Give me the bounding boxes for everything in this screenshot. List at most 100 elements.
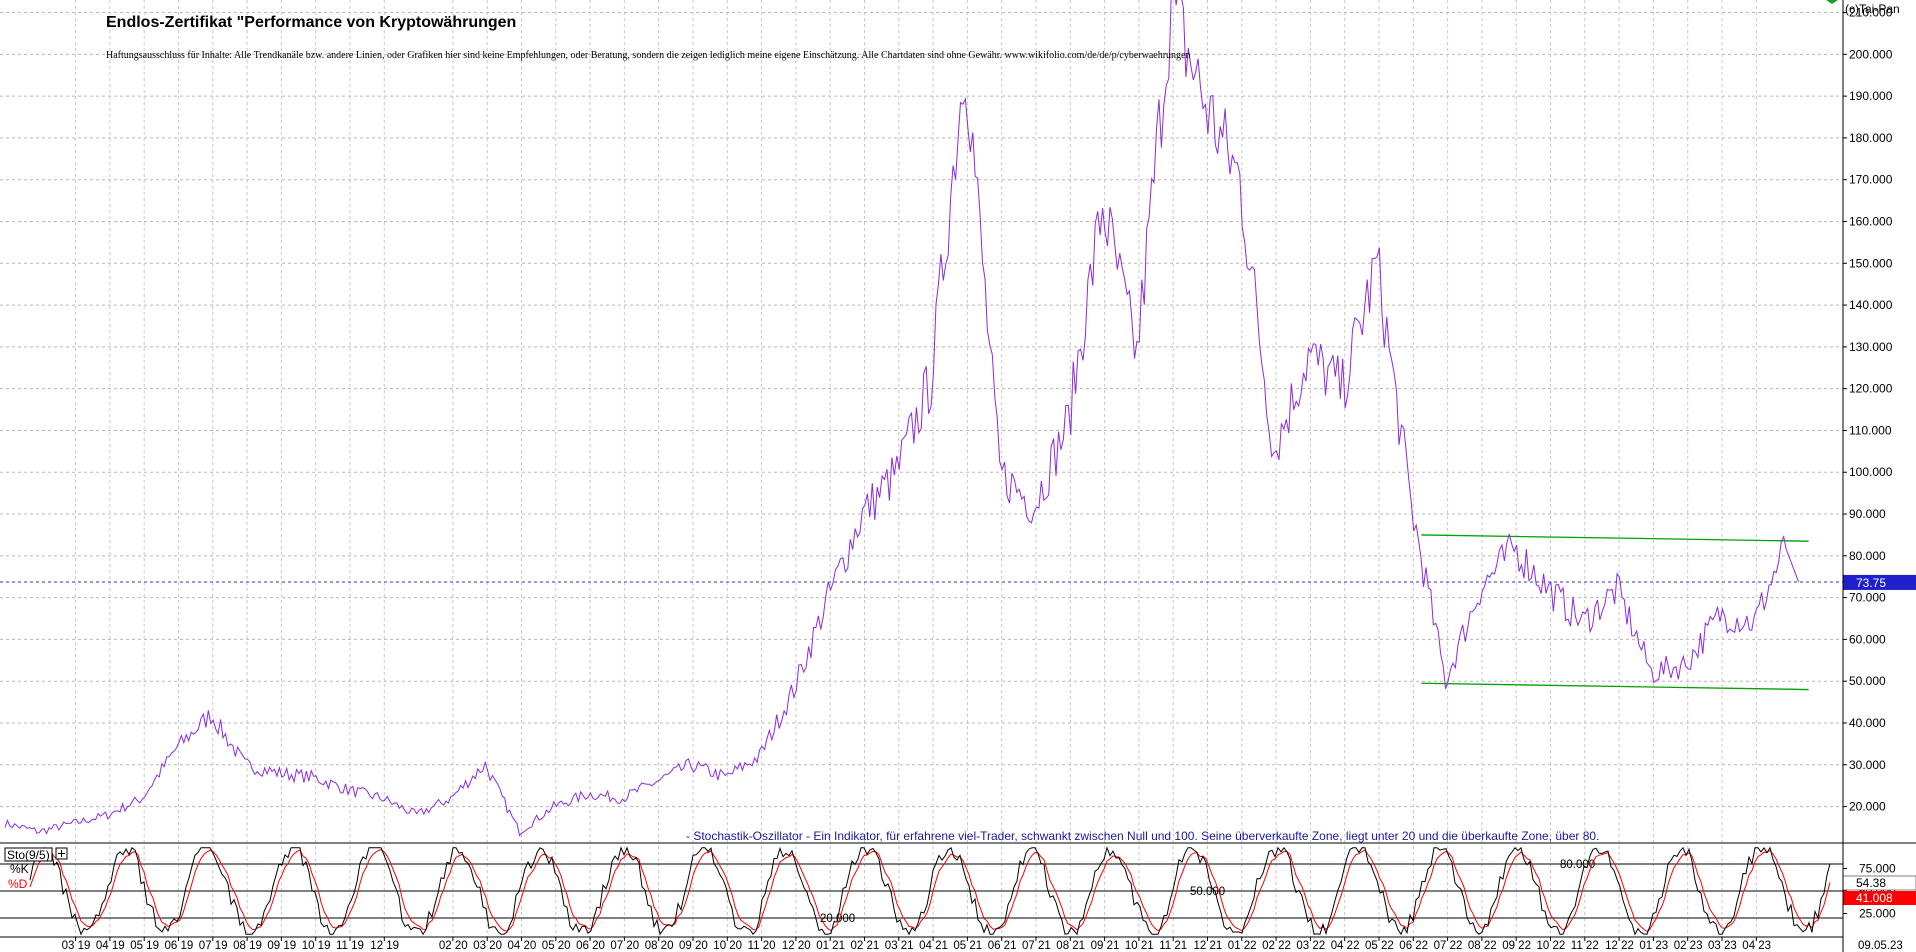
- x-tick-label: 11 19: [336, 940, 364, 952]
- x-tick-label: 03 21: [885, 940, 914, 952]
- x-end-label: 09.05.23: [1858, 940, 1903, 952]
- x-tick-label: 01 22: [1228, 940, 1257, 952]
- x-tick-label: 03 20: [473, 940, 502, 952]
- x-tick-label: 06 22: [1399, 940, 1428, 952]
- x-tick-label: 04 20: [508, 940, 537, 952]
- d-value-label: 41.008: [1856, 891, 1893, 905]
- x-tick-label: 12 22: [1605, 940, 1634, 952]
- x-tick-label: 09 20: [679, 940, 708, 952]
- x-tick-label: 06 20: [576, 940, 605, 952]
- x-tick-label: 02 21: [851, 940, 880, 952]
- credit-label: (c)Tai-Pan: [1845, 2, 1900, 16]
- y-tick-label: 120.000: [1849, 382, 1893, 396]
- main-gridlines: [0, 12, 1843, 808]
- x-tick-label: 02 22: [1262, 940, 1291, 952]
- y-axis-ticks: 20.000 30.000 40.000 50.000 60.000 70.000 80.0…: [1843, 6, 1893, 814]
- legend-d: %D: [8, 877, 28, 891]
- x-tick-label: 08 21: [1056, 940, 1085, 952]
- x-tick-label: 10 20: [713, 940, 742, 952]
- x-tick-label: 05 20: [542, 940, 571, 952]
- stoch-y-tick-label: 25.000: [1859, 907, 1896, 921]
- x-tick-label: 07 21: [1022, 940, 1051, 952]
- x-tick-label: 02 20: [439, 940, 468, 952]
- trendline: [1421, 682, 1809, 691]
- y-tick-label: 20.000: [1849, 800, 1886, 814]
- x-tick-label: 03 22: [1296, 940, 1325, 952]
- chart-title: Endlos-Zertifikat "Performance von Krypt…: [106, 14, 516, 31]
- x-tick-label: 09 21: [1091, 940, 1120, 952]
- y-tick-label: 70.000: [1849, 591, 1886, 605]
- indicator-legend-box: [4, 847, 53, 862]
- x-tick-label: 12 19: [370, 940, 399, 952]
- x-tick-label: 12 20: [782, 940, 811, 952]
- x-tick-label: 03 23: [1708, 940, 1737, 952]
- y-tick-label: 80.000: [1849, 549, 1886, 563]
- x-tick-label: 06 21: [988, 940, 1017, 952]
- price-series-line: [4, 0, 1800, 837]
- y-tick-label: 60.000: [1849, 632, 1886, 646]
- legend-k: %K: [10, 862, 29, 876]
- y-tick-label: 50.000: [1849, 674, 1886, 688]
- y-tick-label: 140.000: [1849, 298, 1893, 312]
- x-tick-label: 10 21: [1125, 940, 1154, 952]
- stochastic-k-line: [29, 846, 1831, 936]
- x-tick-label: 09 19: [267, 940, 296, 952]
- indicator-name: Sto(9/5): [7, 848, 50, 862]
- x-axis-ticks: 03 19 04 19 05 19 06 19 07 19 08 19 09 19 10 19…: [62, 937, 1771, 952]
- x-tick-label: 05 22: [1365, 940, 1394, 952]
- stoch-y-tick-label: 75.000: [1859, 862, 1896, 876]
- x-tick-label: 10 22: [1537, 940, 1566, 952]
- x-tick-label: 07 19: [199, 940, 228, 952]
- x-tick-label: 08 20: [645, 940, 674, 952]
- corner-marker-icon: [1826, 0, 1838, 4]
- y-tick-label: 40.000: [1849, 716, 1886, 730]
- stoch-level-label: 80.000: [1560, 859, 1595, 871]
- stochastic-description: - Stochastik-Oszillator - Ein Indikator,…: [686, 829, 1599, 843]
- y-tick-label: 30.000: [1849, 758, 1886, 772]
- d-value-badge: [1843, 891, 1916, 905]
- y-tick-label: 160.000: [1849, 214, 1893, 228]
- y-tick-label: 110.000: [1849, 423, 1892, 437]
- x-tick-label: 06 19: [165, 940, 194, 952]
- x-tick-label: 07 22: [1434, 940, 1463, 952]
- x-tick-label: 11 22: [1571, 940, 1599, 952]
- y-tick-label: 150.000: [1849, 256, 1893, 270]
- x-tick-label: 01 21: [816, 940, 845, 952]
- y-tick-label: 180.000: [1849, 131, 1893, 145]
- x-tick-label: 02 23: [1674, 940, 1703, 952]
- trendline: [1421, 534, 1809, 542]
- y-tick-label: 170.000: [1849, 173, 1893, 187]
- k-value-label: 54.38: [1856, 876, 1886, 890]
- stochastic-panel: - Stochastik-Oszillator - Ein Indikator,…: [0, 829, 1916, 936]
- x-tick-label: 05 19: [130, 940, 159, 952]
- current-value-label: 73.75: [1856, 576, 1886, 590]
- x-tick-label: 04 22: [1331, 940, 1360, 952]
- y-tick-label: 90.000: [1849, 507, 1886, 521]
- y-tick-label: 190.000: [1849, 89, 1893, 103]
- x-tick-label: 12 21: [1194, 940, 1223, 952]
- x-tick-label: 04 19: [96, 940, 125, 952]
- x-tick-label: 03 19: [62, 940, 91, 952]
- current-value-badge: 73.75: [1843, 574, 1916, 590]
- stochastic-d-line: [29, 849, 1831, 932]
- x-tick-label: 04 23: [1742, 940, 1771, 952]
- x-tick-label: 11 21: [1159, 940, 1187, 952]
- disclaimer-text: Haftungsausschluss für Inhalte: Alle Tre…: [106, 50, 1191, 61]
- x-tick-label: 04 21: [919, 940, 948, 952]
- y-tick-label: 130.000: [1849, 340, 1893, 354]
- x-tick-label: 08 19: [233, 940, 262, 952]
- y-tick-label: 100.000: [1849, 465, 1893, 479]
- x-tick-label: 11 20: [748, 940, 776, 952]
- x-tick-label: 10 19: [302, 940, 331, 952]
- y-tick-label: 210.000: [1849, 6, 1893, 20]
- x-tick-label: 05 21: [953, 940, 982, 952]
- x-tick-label: 09 22: [1502, 940, 1531, 952]
- trendlines: [1421, 534, 1809, 691]
- y-tick-label: 200.000: [1849, 47, 1893, 61]
- x-tick-label: 07 20: [610, 940, 639, 952]
- x-tick-label: 08 22: [1468, 940, 1497, 952]
- x-gridlines: [75, 0, 1757, 937]
- x-tick-label: 01 23: [1639, 940, 1668, 952]
